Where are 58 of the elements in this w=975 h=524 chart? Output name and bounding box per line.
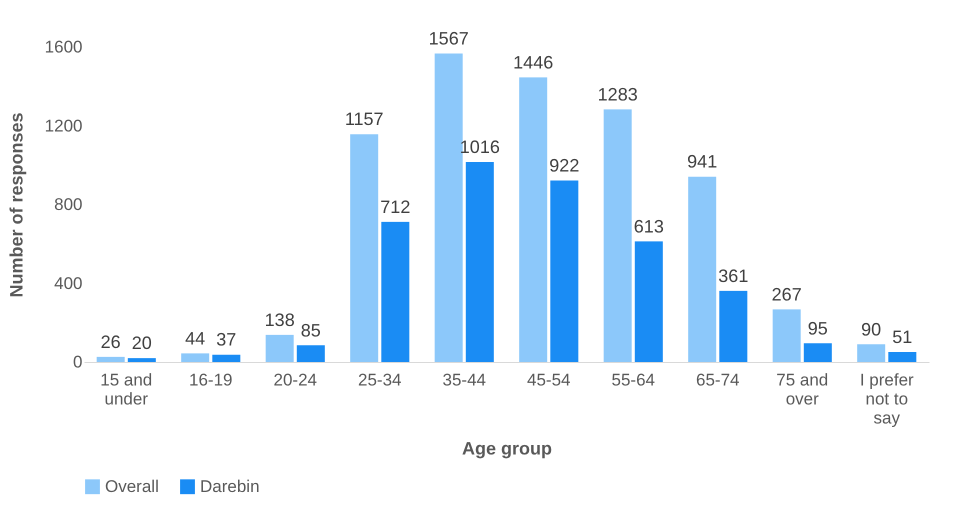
data-label: 85 — [300, 320, 321, 340]
x-tick-label: 20-24 — [274, 370, 317, 390]
bar — [804, 343, 832, 362]
bar — [381, 222, 410, 362]
bar — [772, 309, 801, 362]
bar — [888, 352, 916, 362]
data-label: 90 — [861, 319, 882, 340]
data-label: 1157 — [344, 109, 384, 130]
x-tick-label: 25-34 — [358, 370, 402, 390]
legend-label: Darebin — [200, 476, 260, 496]
data-label: 267 — [772, 284, 802, 304]
x-tick-label: 45-54 — [527, 370, 570, 390]
data-label: 20 — [132, 333, 152, 354]
bar — [550, 180, 578, 362]
y-tick-label: 0 — [73, 352, 82, 372]
data-label: 44 — [185, 328, 206, 348]
bar — [96, 356, 125, 362]
bar — [212, 354, 240, 362]
y-tick-label: 400 — [54, 274, 82, 293]
bar — [181, 353, 210, 362]
data-label: 922 — [549, 155, 580, 176]
data-label: 1567 — [428, 28, 469, 48]
bar — [350, 134, 378, 362]
data-label: 712 — [380, 196, 410, 217]
x-axis-title: Age group — [462, 438, 552, 458]
y-tick-label: 1600 — [44, 38, 82, 56]
x-tick-label: 55-64 — [612, 370, 655, 390]
bar — [719, 290, 748, 362]
bar — [266, 334, 294, 362]
x-tick-label: 35-44 — [442, 370, 486, 390]
data-label: 26 — [100, 332, 121, 352]
data-label: 941 — [687, 152, 718, 172]
x-tick-label: 65-74 — [696, 370, 740, 390]
bar — [519, 77, 548, 362]
y-tick-label: 1200 — [44, 116, 82, 136]
x-tick-label: 75 and over — [776, 370, 828, 408]
data-label: 37 — [216, 330, 236, 350]
legend-label: Overall — [105, 476, 159, 496]
data-label: 1283 — [598, 84, 638, 104]
data-label: 613 — [634, 216, 664, 236]
data-label: 361 — [718, 266, 748, 286]
bar — [128, 358, 156, 362]
bar — [604, 109, 632, 362]
bar — [296, 345, 325, 362]
y-tick-label: 800 — [54, 195, 82, 214]
bar — [466, 162, 494, 362]
x-tick-label: 16-19 — [189, 370, 232, 390]
y-axis-title: Number of responses — [6, 112, 27, 298]
bar — [857, 344, 886, 362]
x-tick-label: 15 and under — [100, 370, 152, 408]
bar — [634, 241, 663, 362]
data-label: 51 — [892, 326, 912, 347]
bar — [688, 176, 716, 362]
data-label: 95 — [808, 318, 828, 338]
data-label: 1446 — [513, 52, 554, 72]
bar — [434, 53, 463, 362]
data-label: 138 — [264, 310, 295, 330]
x-tick-label: I prefer not to say — [860, 370, 914, 428]
